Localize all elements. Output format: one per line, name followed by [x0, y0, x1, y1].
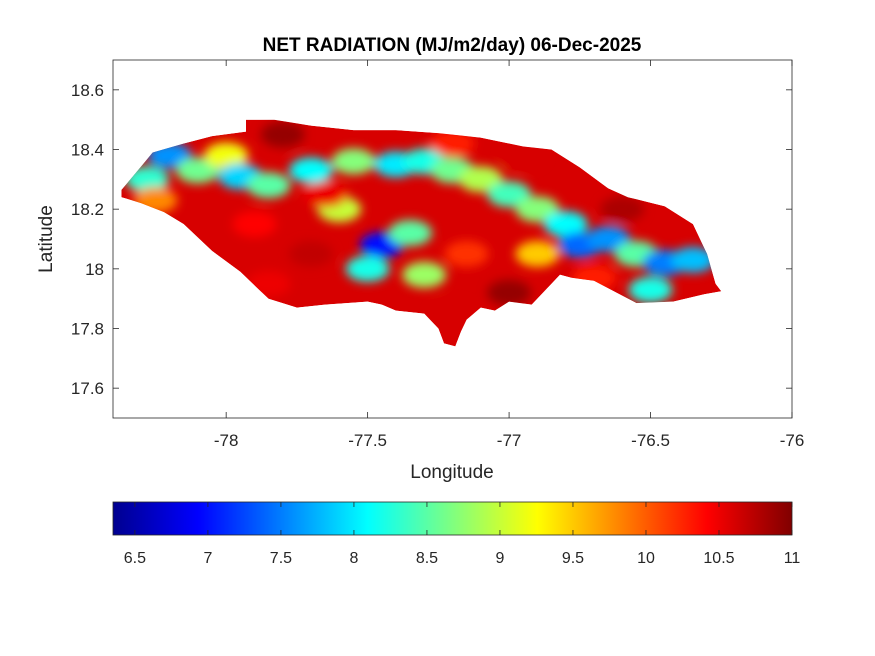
colorbar-tick-label: 8.5	[416, 550, 438, 567]
x-tick-label: -77.5	[348, 431, 387, 450]
field-sample-12	[487, 181, 532, 208]
field-sample-24	[388, 220, 433, 246]
x-axis-title: Longitude	[410, 462, 493, 483]
field-sample-2	[175, 157, 220, 184]
chart-title: NET RADIATION (MJ/m2/day) 06-Dec-2025	[263, 35, 642, 56]
colorbar-tick-label: 9.5	[562, 550, 584, 567]
x-tick-label: -76	[780, 431, 805, 450]
x-tick-label: -77	[497, 431, 522, 450]
field-sample-11	[458, 166, 503, 193]
field-sample-34	[501, 142, 546, 169]
field-sample-0	[125, 166, 169, 193]
field-sample-35	[430, 130, 475, 157]
field-sample-37	[515, 240, 560, 267]
x-tick-label: -76.5	[631, 431, 670, 450]
field-sample-5	[246, 172, 291, 199]
field-sample-28	[289, 240, 333, 267]
colorbar-tick-label: 10	[637, 550, 655, 567]
colorbar-tick-label: 9	[496, 550, 505, 567]
y-axis: 17.6 17.8 18 18.2 18.4 18.6	[71, 81, 792, 398]
field-sample-30	[444, 240, 489, 267]
field-sample-38	[303, 181, 348, 208]
field-sample-22	[345, 255, 390, 282]
y-tick-label: 18	[85, 260, 104, 279]
colorbar-tick-label: 8	[349, 550, 358, 567]
field-sample-23	[402, 261, 447, 288]
field-sample-13	[515, 196, 560, 223]
field-sample-33	[600, 196, 645, 223]
colorbar-tick-label: 7	[203, 550, 212, 567]
field-sample-20	[628, 276, 673, 303]
field-sample-19	[671, 246, 715, 273]
x-axis: -78 -77.5 -77 -76.5 -76	[214, 60, 804, 450]
y-tick-label: 17.8	[71, 320, 104, 339]
field-sample-27	[260, 121, 305, 148]
y-tick-label: 17.6	[71, 379, 104, 398]
y-tick-label: 18.2	[71, 200, 104, 219]
field-sample-16	[586, 226, 631, 252]
colorbar-ticks: 6.5 7 7.5 8 8.5 9 9.5 10 10.5 11	[124, 502, 801, 567]
colorbar-tick-label: 6.5	[124, 550, 146, 567]
field-sample-3	[204, 142, 249, 169]
field-sample-6	[289, 157, 333, 184]
radiation-field	[121, 119, 722, 347]
colorbar-tick-label: 10.5	[703, 550, 734, 567]
colorbar-tick-label: 11	[784, 550, 801, 567]
colorbar-tick-label: 7.5	[270, 550, 292, 567]
field-sample-26	[232, 211, 277, 238]
field-sample-14	[543, 211, 588, 238]
y-tick-label: 18.6	[71, 81, 104, 100]
field-sample-31	[487, 279, 532, 306]
field-sample-32	[430, 300, 475, 327]
y-tick-label: 18.4	[71, 141, 104, 160]
colorbar	[112, 501, 793, 536]
x-tick-label: -78	[214, 431, 239, 450]
y-axis-title: Latitude	[36, 205, 57, 273]
field-sample-7	[331, 148, 376, 175]
